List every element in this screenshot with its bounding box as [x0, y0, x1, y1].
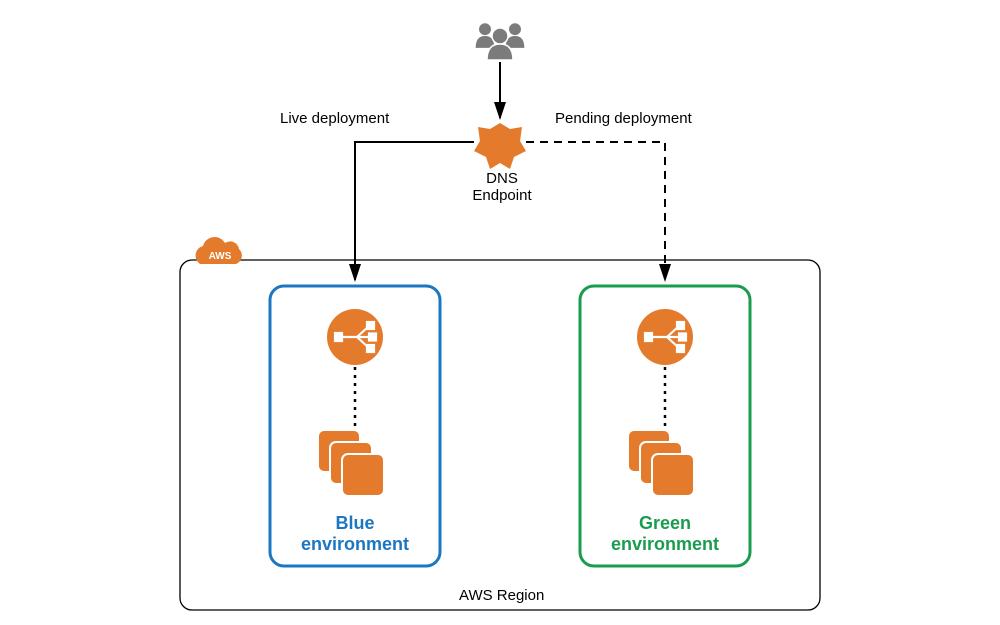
- aws-region-box: [180, 260, 820, 610]
- aws-badge-text: AWS: [209, 251, 232, 262]
- dns-endpoint-label: DNS Endpoint: [472, 170, 532, 204]
- live-deployment-label: Live deployment: [280, 110, 389, 127]
- green-env-label: Green environment: [580, 513, 750, 554]
- aws-cloud-badge: AWS: [196, 237, 242, 264]
- diagram-svg: AWS: [0, 0, 1000, 625]
- green-env-internals: [628, 309, 694, 496]
- pending-deployment-label: Pending deployment: [555, 110, 692, 127]
- diagram-canvas: AWS: [0, 0, 1000, 625]
- users-icon: [476, 23, 525, 60]
- edge-dns-blue: [355, 142, 474, 280]
- dns-shield-icon: [474, 123, 526, 169]
- aws-region-label: AWS Region: [459, 587, 544, 604]
- servers-icon-blue: [318, 430, 384, 496]
- blue-env-label: Blue environment: [270, 513, 440, 554]
- blue-env-internals: [318, 309, 384, 496]
- edge-dns-green: [526, 142, 665, 280]
- servers-icon-green: [628, 430, 694, 496]
